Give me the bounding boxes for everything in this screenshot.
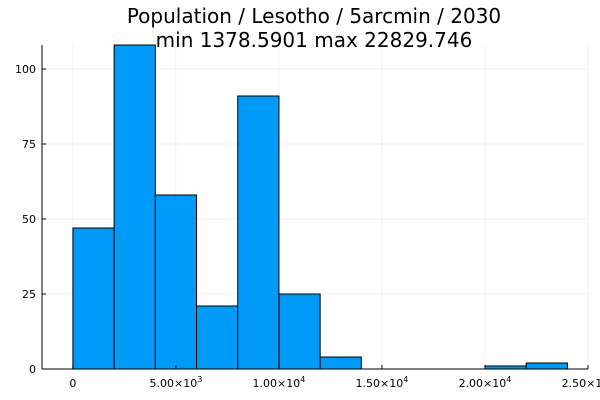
y-tick-label: 25 bbox=[22, 288, 36, 301]
histogram-bar bbox=[525, 362, 568, 370]
histogram-bar bbox=[154, 194, 198, 370]
histogram-bar bbox=[196, 305, 239, 370]
axes bbox=[41, 45, 589, 370]
y-tick-label: 75 bbox=[22, 138, 36, 151]
x-tick-label: 0 bbox=[69, 377, 76, 390]
histogram-bar bbox=[278, 293, 321, 370]
tick-labels: 0 5.00×103 1.00×104 1.50×104 2.00×104 2.50×1 0… bbox=[15, 63, 600, 390]
histogram-bar bbox=[319, 356, 362, 370]
x-tick-label: 2.00×104 bbox=[459, 375, 512, 390]
bars bbox=[72, 44, 568, 370]
y-tick-label: 0 bbox=[29, 363, 36, 376]
histogram-bar bbox=[113, 44, 156, 370]
chart-title-line1: Population / Lesotho / 5arcmin / 2030 bbox=[127, 4, 501, 28]
x-tick-label: 2.50×104 bbox=[562, 375, 600, 390]
x-tick-label: 1.00×104 bbox=[253, 375, 306, 390]
y-tick-label: 100 bbox=[15, 63, 36, 76]
histogram-bar bbox=[237, 95, 280, 370]
histogram-bar bbox=[72, 227, 115, 370]
x-tick-label: 5.00×103 bbox=[150, 375, 203, 390]
x-tick-label: 1.50×104 bbox=[356, 375, 409, 390]
chart-title-line2: min 1378.5901 max 22829.746 bbox=[156, 28, 473, 52]
y-tick-label: 50 bbox=[22, 213, 36, 226]
